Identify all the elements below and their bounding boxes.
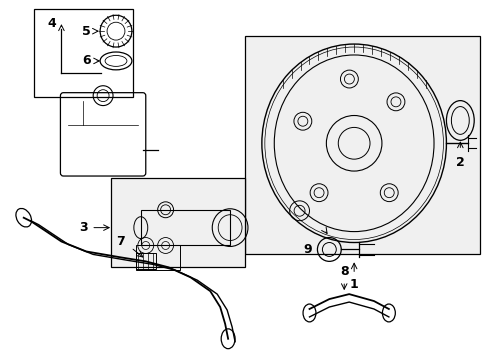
Text: 4: 4 — [47, 17, 56, 30]
Bar — [34, 9, 133, 96]
Text: 5: 5 — [81, 24, 90, 38]
Text: 1: 1 — [349, 278, 358, 291]
Bar — [136, 253, 155, 269]
Text: 8: 8 — [339, 265, 348, 278]
Bar — [141, 210, 230, 246]
Bar — [111, 178, 244, 267]
Text: 3: 3 — [79, 221, 87, 234]
Text: 2: 2 — [455, 156, 464, 168]
Bar — [244, 36, 479, 255]
Text: 7: 7 — [116, 235, 125, 248]
Bar — [136, 246, 180, 270]
Text: 6: 6 — [82, 54, 90, 67]
Text: 9: 9 — [303, 243, 311, 256]
